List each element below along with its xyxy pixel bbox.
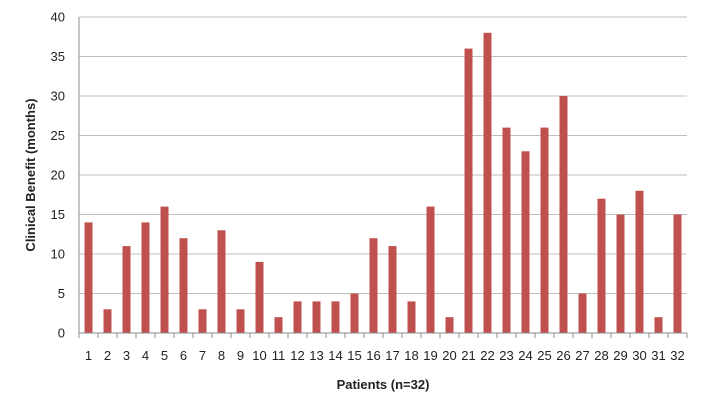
x-tick-label: 3 (123, 348, 130, 363)
x-tick-label: 4 (142, 348, 149, 363)
x-tick-label: 23 (499, 348, 513, 363)
bar-patient-21 (464, 48, 473, 333)
bar-patient-12 (293, 301, 302, 333)
bar-patient-28 (597, 198, 606, 333)
gridlines (79, 16, 687, 294)
y-tick-label: 0 (58, 326, 65, 341)
bar-patient-17 (388, 246, 397, 333)
bars (84, 32, 682, 334)
y-tick-label: 10 (51, 247, 65, 262)
x-tick-label: 25 (537, 348, 551, 363)
x-tick-label: 13 (309, 348, 323, 363)
bar-patient-25 (540, 127, 549, 333)
y-tick-labels: 0 5 10 15 20 25 30 35 40 (51, 10, 65, 341)
x-tick-label: 1 (85, 348, 92, 363)
bar-patient-16 (369, 238, 378, 333)
bar-patient-10 (255, 261, 264, 333)
bar-patient-23 (502, 127, 511, 333)
y-tick-label: 25 (51, 128, 65, 143)
bar-patient-7 (198, 309, 207, 333)
x-tick-label: 21 (461, 348, 475, 363)
bar-patient-1 (84, 222, 93, 333)
bar-patient-22 (483, 32, 492, 334)
bar-patient-29 (616, 214, 625, 333)
bar-patient-8 (217, 230, 226, 333)
bar-patient-20 (445, 317, 454, 333)
x-tick-label: 17 (385, 348, 399, 363)
bar-patient-4 (141, 222, 150, 333)
x-tick-label: 29 (613, 348, 627, 363)
bar-patient-30 (635, 190, 644, 333)
bar-patient-18 (407, 301, 416, 333)
bar-patient-31 (654, 317, 663, 333)
y-tick-label: 35 (51, 49, 65, 64)
bar-patient-32 (673, 214, 682, 333)
x-tick-label: 32 (670, 348, 684, 363)
x-axis-title: Patients (n=32) (337, 377, 430, 392)
bar-patient-2 (103, 309, 112, 333)
bar-patient-3 (122, 246, 131, 333)
x-tick-label: 15 (347, 348, 361, 363)
bar-patient-11 (274, 317, 283, 333)
x-tick-label: 5 (161, 348, 168, 363)
x-tick-label: 26 (556, 348, 570, 363)
y-tick-label: 5 (58, 286, 65, 301)
axes (78, 17, 688, 338)
x-tick-label: 9 (237, 348, 244, 363)
x-tick-label: 16 (366, 348, 380, 363)
x-tick-label: 2 (104, 348, 111, 363)
bar-patient-6 (179, 238, 188, 333)
y-tick-label: 15 (51, 207, 65, 222)
x-tick-label: 20 (442, 348, 456, 363)
x-tick-label: 30 (632, 348, 646, 363)
y-tick-label: 30 (51, 89, 65, 104)
x-tick-label: 7 (199, 348, 206, 363)
x-tick-label: 28 (594, 348, 608, 363)
x-tick-labels: 1 2 3 4 5 6 7 8 9 10 11 12 13 14 15 16 17 18 19 20 21 22 23 24 2… (85, 348, 685, 363)
x-tick-label: 22 (480, 348, 494, 363)
x-tick-label: 24 (518, 348, 532, 363)
x-tick-label: 14 (328, 348, 342, 363)
x-tick-label: 31 (651, 348, 665, 363)
x-tick-label: 18 (404, 348, 418, 363)
bar-patient-9 (236, 309, 245, 333)
x-tick-label: 12 (290, 348, 304, 363)
x-tick-label: 10 (252, 348, 266, 363)
x-tick-label: 8 (218, 348, 225, 363)
bar-patient-13 (312, 301, 321, 333)
bar-patient-5 (160, 206, 169, 333)
x-tick-label: 19 (423, 348, 437, 363)
bar-patient-19 (426, 206, 435, 333)
bar-patient-26 (559, 96, 568, 333)
bar-patient-24 (521, 151, 530, 333)
x-tick-label: 6 (180, 348, 187, 363)
y-tick-label: 40 (51, 10, 65, 25)
bar-patient-27 (578, 293, 587, 333)
x-tick-label: 27 (575, 348, 589, 363)
x-tick-label: 11 (272, 348, 286, 363)
bar-patient-15 (350, 293, 359, 333)
y-axis-title: Clinical Benefit (months) (23, 98, 38, 251)
y-tick-label: 20 (51, 168, 65, 183)
bar-patient-14 (331, 301, 340, 333)
